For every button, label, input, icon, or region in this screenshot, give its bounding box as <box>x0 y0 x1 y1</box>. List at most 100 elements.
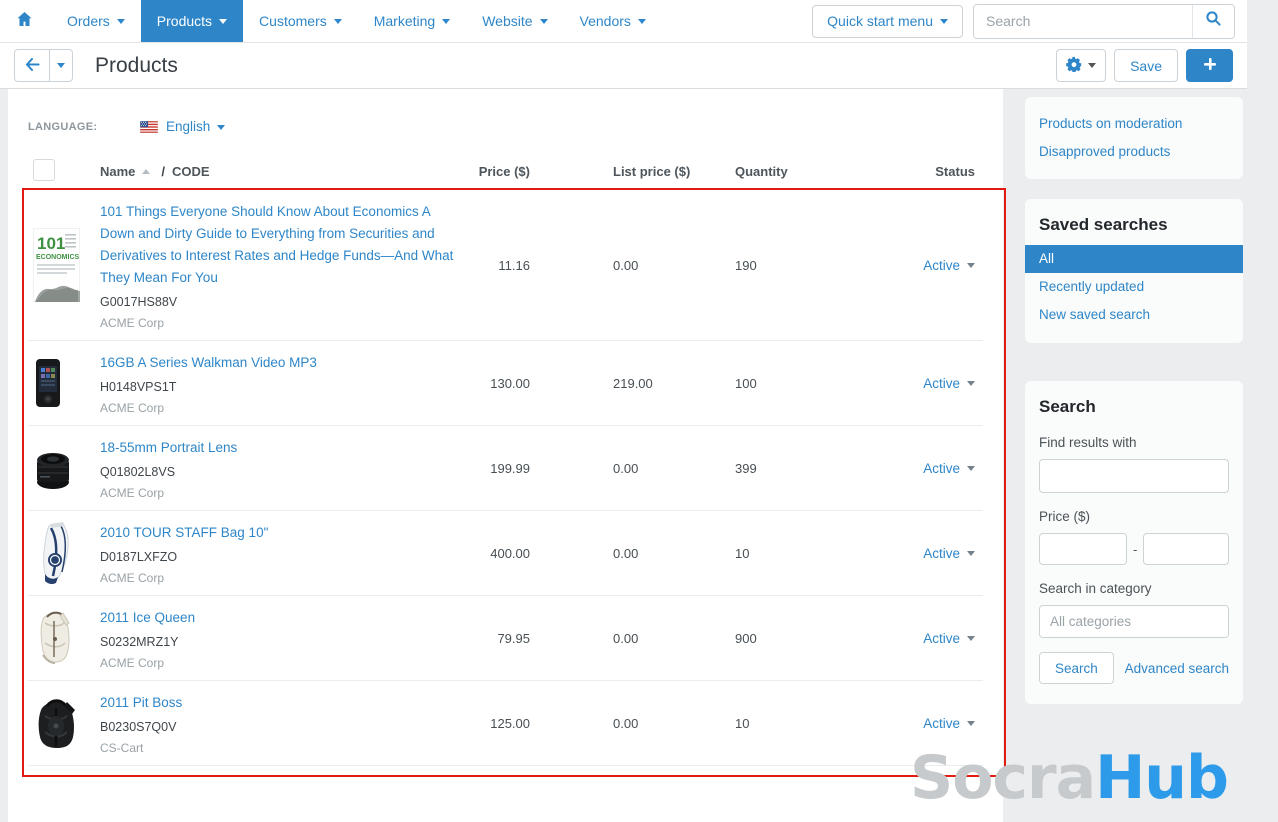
status-label: Active <box>923 545 960 561</box>
home-button[interactable] <box>0 0 51 42</box>
product-name-link[interactable]: 2011 Pit Boss <box>100 695 183 710</box>
search-input[interactable] <box>974 4 1192 38</box>
saved-search-all[interactable]: All <box>1025 245 1243 273</box>
status-dropdown[interactable]: Active <box>923 258 975 273</box>
disapproved-products-link[interactable]: Disapproved products <box>1039 144 1171 159</box>
product-thumbnail[interactable] <box>28 446 100 490</box>
column-header-quantity: Quantity <box>735 164 788 179</box>
find-results-input[interactable] <box>1039 459 1229 493</box>
sort-asc-icon <box>142 169 151 175</box>
toolbar-right-group: Save <box>1056 49 1233 82</box>
status-label: Active <box>923 257 960 273</box>
chevron-down-icon <box>967 551 975 557</box>
status-dropdown[interactable]: Active <box>923 631 975 646</box>
back-history-dropdown-button[interactable] <box>50 49 73 82</box>
chevron-down-icon <box>217 124 226 130</box>
nav-item-customers[interactable]: Customers <box>243 0 358 42</box>
language-dropdown[interactable]: English <box>166 119 226 134</box>
status-dropdown[interactable]: Active <box>923 546 975 561</box>
svg-text:ECONOMICS: ECONOMICS <box>36 254 80 261</box>
table-row: 2010 TOUR STAFF Bag 10" D0187LXFZO ACME … <box>28 511 983 596</box>
status-dropdown[interactable]: Active <box>923 716 975 731</box>
price-from-input[interactable] <box>1039 533 1127 565</box>
search-actions-row: Search Advanced search <box>1039 652 1229 684</box>
product-thumbnail[interactable] <box>28 522 100 584</box>
table-row: 18-55mm Portrait Lens Q01802L8VS ACME Co… <box>28 426 983 511</box>
search-in-category-label: Search in category <box>1039 581 1152 596</box>
chevron-down-icon <box>539 18 548 24</box>
product-list-price: 0.00 <box>613 545 639 561</box>
mp3-player-image <box>36 359 60 407</box>
back-button[interactable] <box>14 49 50 82</box>
black-backpack-image <box>38 699 75 748</box>
product-quantity: 100 <box>735 375 757 391</box>
product-price: 11.16 <box>498 257 530 273</box>
status-dropdown[interactable]: Active <box>923 461 975 476</box>
product-vendor: ACME Corp <box>100 656 165 670</box>
add-product-button[interactable] <box>1186 49 1233 82</box>
save-label: Save <box>1130 57 1162 74</box>
product-thumbnail[interactable] <box>28 609 100 667</box>
sort-by-code[interactable]: CODE <box>172 164 210 179</box>
saved-search-new[interactable]: New saved search <box>1039 307 1151 322</box>
price-to-input[interactable] <box>1143 533 1230 565</box>
page-body: LANGUAGE: English Name / CODE Price ($) Li… <box>0 89 1278 822</box>
save-button[interactable]: Save <box>1114 49 1178 82</box>
product-thumbnail[interactable] <box>28 358 100 408</box>
table-header-row: Name / CODE Price ($) List price ($) Quant… <box>28 154 983 190</box>
select-all-checkbox[interactable] <box>33 159 55 181</box>
chevron-down-icon <box>940 18 948 24</box>
top-navigation: Orders Products Customers Marketing Webs… <box>0 0 1247 43</box>
product-name-link[interactable]: 2010 TOUR STAFF Bag 10" <box>100 525 269 540</box>
nav-item-marketing[interactable]: Marketing <box>358 0 466 42</box>
chevron-down-icon <box>967 263 975 269</box>
product-list-price: 0.00 <box>613 715 639 731</box>
product-quantity: 900 <box>735 630 757 646</box>
product-code: Q01802L8VS <box>100 465 176 479</box>
status-dropdown[interactable]: Active <box>923 376 975 391</box>
price-range-separator: - <box>1133 541 1138 557</box>
nav-item-products[interactable]: Products <box>140 0 244 42</box>
nav-item-vendors[interactable]: Vendors <box>564 0 662 42</box>
page-title: Products <box>95 53 178 77</box>
product-name-link[interactable]: 16GB A Series Walkman Video MP3 <box>100 355 317 370</box>
category-input[interactable] <box>1040 606 1228 637</box>
column-header-status: Status <box>935 164 975 179</box>
chevron-down-icon <box>967 381 975 387</box>
product-list-price: 219.00 <box>613 375 653 391</box>
product-vendor: ACME Corp <box>100 571 165 585</box>
quick-start-menu-button[interactable]: Quick start menu <box>812 4 963 38</box>
advanced-search-link[interactable]: Advanced search <box>1124 660 1229 676</box>
product-price: 125.00 <box>490 715 530 731</box>
nav-item-website[interactable]: Website <box>466 0 563 42</box>
camera-lens-image <box>37 453 69 489</box>
product-name-link[interactable]: 2011 Ice Queen <box>100 610 196 625</box>
products-on-moderation-link[interactable]: Products on moderation <box>1039 116 1183 131</box>
product-price: 199.99 <box>490 460 530 476</box>
saved-search-recently-updated[interactable]: Recently updated <box>1039 279 1145 294</box>
product-quantity: 190 <box>735 257 757 273</box>
sort-by-name[interactable]: Name <box>100 164 136 179</box>
product-vendor: CS-Cart <box>100 741 144 755</box>
product-code: B0230S7Q0V <box>100 720 177 734</box>
product-list-price: 0.00 <box>613 630 639 646</box>
chevron-down-icon <box>442 18 451 24</box>
product-code: G0017HS88V <box>100 295 178 309</box>
product-thumbnail[interactable]: 101 ECONOMICS <box>28 228 100 302</box>
category-picker <box>1039 605 1229 638</box>
settings-dropdown-button[interactable] <box>1056 49 1107 82</box>
chevron-down-icon <box>967 636 975 642</box>
gear-icon <box>1066 56 1082 75</box>
find-results-label: Find results with <box>1039 435 1137 450</box>
price-filter-label: Price ($) <box>1039 509 1091 524</box>
nav-item-orders[interactable]: Orders <box>51 0 141 42</box>
product-name-link[interactable]: 18-55mm Portrait Lens <box>100 440 238 455</box>
status-label: Active <box>923 375 960 391</box>
products-table: Name / CODE Price ($) List price ($) Quant… <box>28 154 983 766</box>
sidebar-search-button[interactable]: Search <box>1039 652 1114 684</box>
table-row: 16GB A Series Walkman Video MP3 H0148VPS… <box>28 341 983 426</box>
search-submit-button[interactable] <box>1192 4 1234 38</box>
product-name-link[interactable]: 101 Things Everyone Should Know About Ec… <box>100 204 454 285</box>
product-thumbnail[interactable] <box>28 696 100 750</box>
table-row: 2011 Ice Queen S0232MRZ1Y ACME Corp 79.9… <box>28 596 983 681</box>
